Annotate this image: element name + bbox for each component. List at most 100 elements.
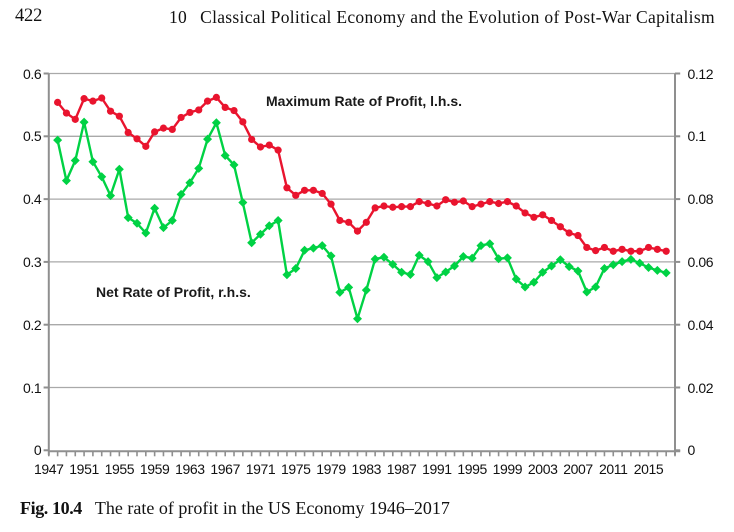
y-axis-left-label: 0.1 (23, 379, 42, 396)
data-point-max (283, 184, 291, 192)
data-point-max (318, 189, 326, 198)
data-point-max (644, 243, 653, 252)
data-point-max (662, 247, 670, 255)
data-point-max (248, 135, 256, 144)
data-point-max (389, 203, 397, 211)
data-point-max (239, 118, 247, 126)
x-axis-label: 1951 (69, 460, 99, 477)
data-point-net (529, 277, 539, 287)
data-point-net (635, 258, 645, 268)
data-point-max (300, 186, 309, 194)
data-point-net (467, 253, 477, 263)
data-point-max (106, 107, 115, 115)
y-axis-right-label: 0.06 (687, 253, 714, 270)
data-point-net (150, 203, 160, 213)
data-point-net (476, 241, 486, 251)
data-point-max (256, 143, 265, 151)
data-point-net (132, 218, 142, 228)
data-point-net (335, 287, 345, 297)
data-point-max (362, 218, 370, 226)
data-point-max (486, 198, 494, 206)
data-point-max (124, 128, 132, 137)
data-point-net (379, 252, 389, 262)
y-axis-left-label: 0.4 (23, 191, 42, 208)
data-point-max (142, 142, 150, 150)
y-axis-right-label: 0.04 (687, 316, 714, 333)
data-point-net (450, 261, 460, 271)
data-point-max (274, 146, 282, 154)
figure-caption-text: The rate of profit in the US Economy 194… (94, 498, 450, 518)
data-point-net (264, 221, 274, 231)
y-axis-right-label: 0.1 (687, 128, 707, 145)
data-point-net (591, 282, 601, 292)
y-axis-left-label: 0 (33, 442, 42, 459)
data-point-net (273, 215, 283, 225)
data-point-max (98, 94, 106, 102)
data-point-max (71, 115, 79, 123)
data-point-net (423, 257, 433, 267)
data-point-net (291, 263, 301, 273)
data-point-net (538, 267, 548, 277)
data-point-net (203, 134, 213, 144)
y-axis-right-label: 0 (687, 442, 696, 459)
data-point-net (176, 189, 186, 199)
data-point-max (371, 204, 379, 212)
data-point-max (406, 203, 415, 211)
data-point-max (168, 125, 176, 133)
data-point-net (564, 262, 574, 272)
data-point-max (618, 245, 626, 253)
data-point-max (195, 106, 203, 114)
y-axis-left-label: 0.2 (23, 316, 42, 333)
data-point-max (600, 243, 609, 252)
data-point-net (458, 252, 468, 262)
data-point-net (397, 267, 407, 277)
data-point-net (88, 157, 98, 167)
x-axis-label: 2007 (563, 460, 593, 477)
data-point-max (203, 97, 212, 105)
data-point-net (432, 273, 442, 283)
data-point-net (106, 191, 116, 201)
data-point-net (388, 259, 398, 269)
x-axis-label: 2003 (527, 460, 558, 477)
x-axis-label: 2011 (598, 460, 628, 477)
data-point-net (361, 285, 371, 295)
running-head: 422 10 Classical Political Economy and th… (0, 0, 734, 30)
data-point-max (80, 95, 88, 103)
data-point-net (282, 270, 292, 280)
data-point-net (617, 257, 627, 267)
x-axis-label: 1947 (34, 460, 64, 477)
data-point-net (626, 254, 636, 264)
data-point-net (326, 251, 336, 261)
data-point-net (211, 118, 221, 128)
data-point-max (565, 229, 573, 237)
figure-chart: 0 0.1 0.2 0.3 0.4 0.5 0.6 0 0.02 0.04 0.06 0.08 0.1 0… (0, 40, 734, 485)
data-point-max (62, 109, 71, 117)
data-point-max (636, 247, 644, 255)
data-point-max (477, 200, 485, 208)
data-point-max (547, 216, 556, 225)
y-axis-right-label: 0.08 (687, 191, 714, 208)
x-axis-label: 1991 (422, 460, 452, 477)
data-point-net (194, 163, 204, 173)
data-point-net (494, 254, 504, 264)
data-point-max (424, 199, 432, 208)
data-point-max (583, 243, 591, 252)
data-point-max (653, 245, 661, 253)
data-point-net (123, 213, 133, 223)
series-label-net-rate-of-profit: Net Rate of Profit, r.h.s. (96, 283, 251, 300)
data-point-max (627, 247, 635, 255)
y-axis-left-label: 0.6 (23, 65, 42, 82)
x-axis-label: 1955 (104, 460, 135, 477)
chart-canvas (43, 72, 681, 457)
x-axis-label: 1987 (386, 460, 417, 477)
x-axis-label: 1967 (210, 460, 240, 477)
data-point-max (345, 218, 353, 226)
data-point-max (230, 106, 238, 115)
y-axis-right-label: 0.02 (687, 379, 714, 396)
data-point-max (459, 197, 467, 205)
data-point-max (151, 128, 159, 136)
data-point-net (158, 223, 168, 233)
data-point-net (247, 238, 257, 248)
data-point-net (405, 269, 415, 279)
